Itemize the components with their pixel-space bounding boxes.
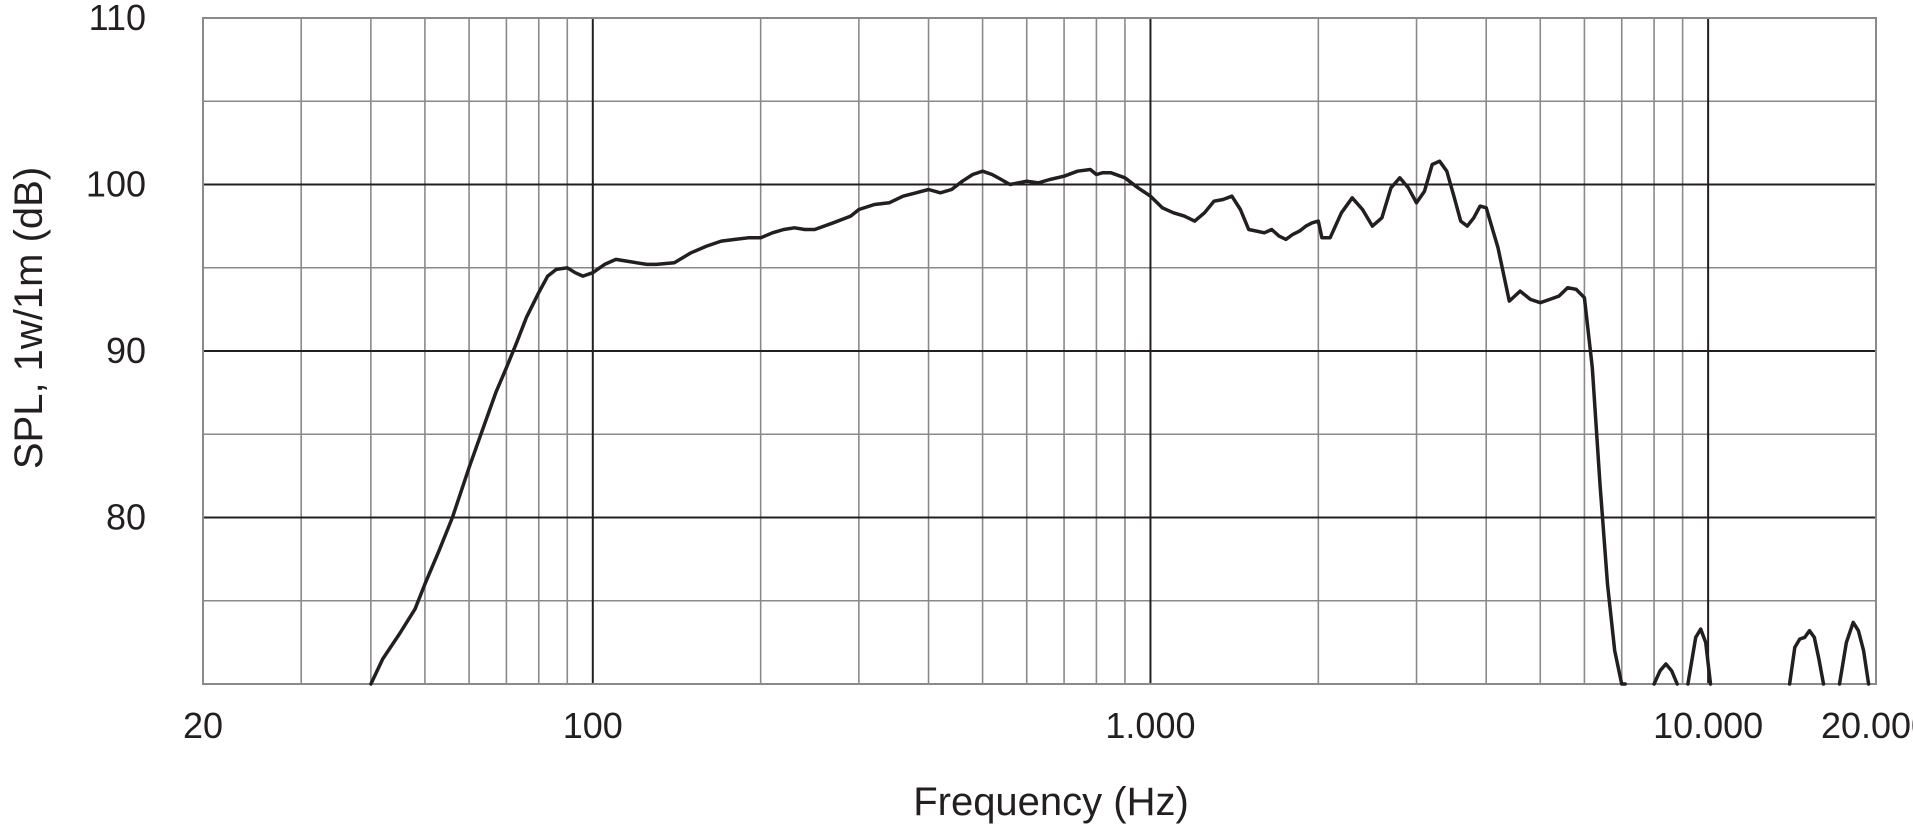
x-tick-label: 20 — [183, 705, 223, 746]
y-tick-labels: 80 90 100 110 — [86, 0, 146, 538]
x-tick-label: 10.000 — [1653, 705, 1763, 746]
y-tick-label: 100 — [86, 164, 146, 205]
x-axis-label: Frequency (Hz) — [913, 780, 1189, 824]
spl-curve-segment — [369, 159, 1627, 686]
y-tick-label: 110 — [89, 0, 146, 38]
y-tick-label: 90 — [106, 330, 146, 371]
spl-curve-segment — [1837, 620, 1871, 686]
spl-curve-segment — [1787, 628, 1826, 686]
x-tick-label: 1.000 — [1105, 705, 1195, 746]
y-axis-label: SPL, 1w/1m (dB) — [7, 167, 51, 469]
major-grid — [203, 18, 1876, 684]
x-tick-label: 20.000 — [1821, 705, 1913, 746]
y-tick-label: 80 — [106, 497, 146, 538]
spl-curve-segment — [1652, 662, 1679, 686]
x-tick-label: 100 — [563, 705, 623, 746]
series-group — [369, 159, 1871, 686]
spl-curve-segment — [1686, 627, 1713, 686]
plot-frame — [202, 17, 1877, 685]
x-tick-labels: 20 100 1.000 10.000 20.000 — [183, 705, 1913, 746]
